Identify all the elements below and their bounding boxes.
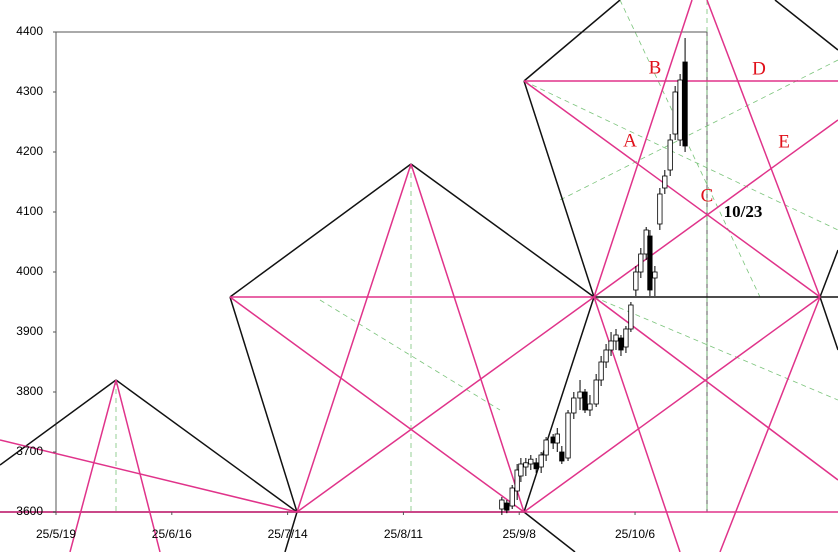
candle-body [514, 469, 520, 492]
candle-body [633, 271, 639, 291]
candle-body [682, 61, 688, 147]
y-tick-label: 4100 [16, 204, 43, 218]
y-tick-label: 3600 [16, 504, 43, 518]
candle-body [504, 502, 510, 511]
x-tick-label: 25/5/19 [36, 527, 76, 541]
annotation: C [701, 185, 714, 206]
annotation: D [752, 58, 766, 79]
x-tick-label: 25/10/6 [615, 527, 655, 541]
candle-body [587, 403, 593, 411]
y-tick-label: 3700 [16, 444, 43, 458]
x-tick-label: 25/7/14 [268, 527, 308, 541]
candle-body [565, 412, 571, 459]
candle-body [662, 175, 668, 189]
x-tick-label: 25/9/8 [503, 527, 537, 541]
candle-body [647, 235, 653, 291]
y-tick-label: 4300 [16, 84, 43, 98]
candle-body [672, 91, 678, 135]
candle-body [554, 433, 560, 444]
candle-body [657, 193, 663, 225]
plot-frame [55, 31, 708, 513]
x-tick-label: 25/8/11 [384, 527, 423, 541]
annotation: 10/23 [724, 202, 763, 221]
y-tick-label: 3900 [16, 324, 43, 338]
candle-body [598, 361, 604, 381]
candle-body [523, 462, 529, 468]
candle-body [628, 304, 634, 330]
candle-body [528, 458, 534, 465]
candle-body [577, 391, 583, 399]
candle-body [618, 337, 624, 351]
candle-body [533, 462, 539, 470]
x-tick-label: 25/6/16 [152, 527, 192, 541]
candle-body [559, 451, 565, 462]
candle-body [543, 439, 549, 456]
candle-body [652, 271, 658, 279]
candle-body [667, 139, 673, 171]
y-tick-label: 4400 [16, 24, 43, 38]
candle-body [608, 340, 614, 351]
candle-body [538, 454, 544, 468]
candle-body [582, 391, 588, 411]
candle-body [571, 397, 577, 414]
candle-body [499, 499, 505, 510]
candle-body [638, 253, 644, 273]
candle-body [518, 463, 524, 477]
candle-body [613, 334, 619, 342]
candle-body [509, 487, 515, 507]
candle-body [677, 79, 683, 141]
annotation: A [623, 130, 637, 151]
y-tick-label: 4200 [16, 144, 43, 158]
annotation: E [778, 131, 790, 152]
y-tick-label: 3800 [16, 384, 43, 398]
candle-body [593, 379, 599, 405]
y-tick-label: 4000 [16, 264, 43, 278]
candles [499, 38, 688, 515]
candle-body [623, 328, 629, 348]
annotation: B [649, 57, 662, 78]
candle-body [603, 349, 609, 363]
